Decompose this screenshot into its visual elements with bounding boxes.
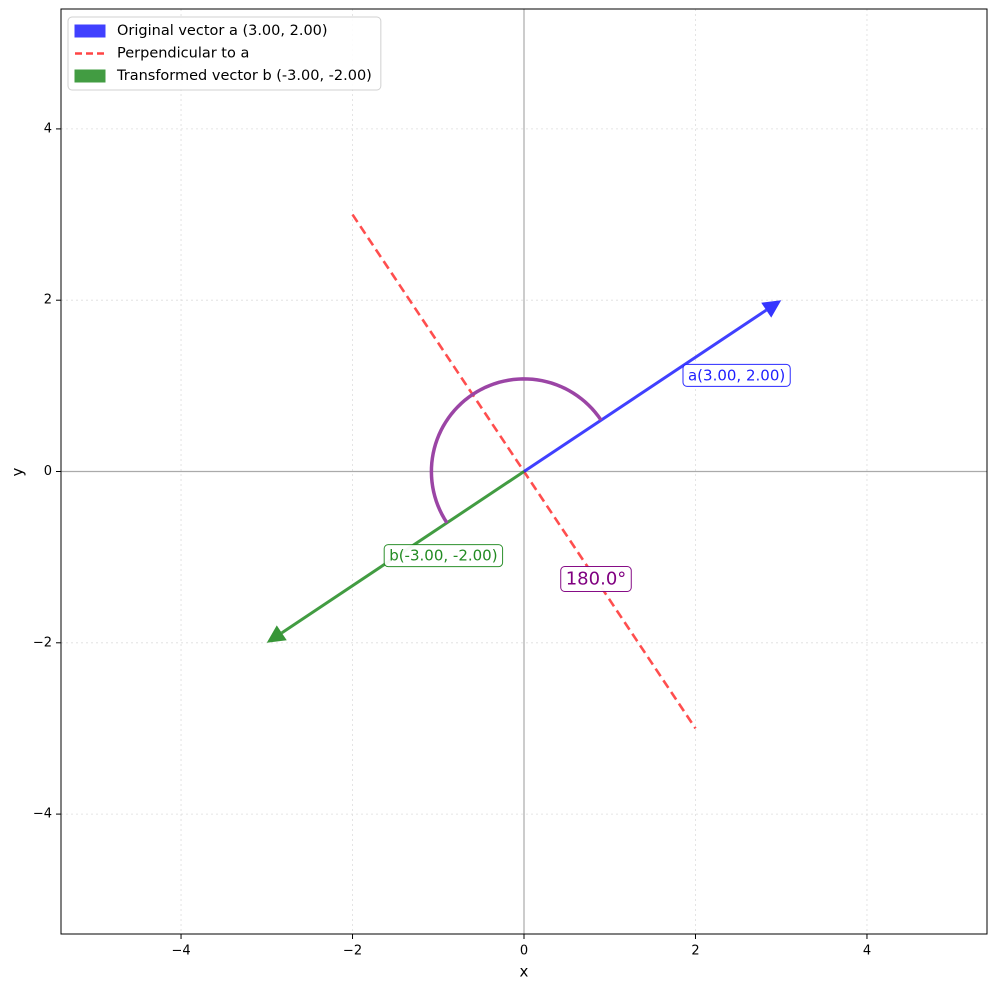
legend-label: Perpendicular to a: [117, 46, 249, 62]
legend-swatch: [74, 24, 106, 38]
angle-label: 180.0°: [560, 566, 632, 592]
legend-box: [67, 16, 382, 91]
y-tick-label: 0: [44, 464, 52, 479]
vector-label-text: b(-3.00, -2.00): [389, 547, 497, 565]
y-tick-label: 2: [44, 293, 52, 308]
plot-frame: [60, 8, 988, 935]
x-tick-label: −4: [171, 944, 190, 959]
angle-arc: [429, 377, 603, 524]
vector-label: b(-3.00, -2.00): [383, 544, 504, 568]
legend: Original vector a (3.00, 2.00) Perpendicu…: [67, 16, 382, 91]
label-box: [560, 566, 632, 592]
x-tick-label: 2: [691, 944, 699, 959]
vector-head: [266, 625, 287, 643]
vector-label-text: a(3.00, 2.00): [688, 366, 785, 384]
label-box: [682, 363, 791, 387]
x-tick-label: 0: [520, 944, 528, 959]
vector-head: [761, 300, 782, 318]
y-axis-label: y: [9, 467, 27, 476]
x-tick-label: 4: [863, 944, 871, 959]
y-tick-label: −2: [33, 635, 52, 650]
x-tick-label: −2: [343, 944, 362, 959]
y-tick-label: −4: [33, 807, 52, 822]
legend-swatch: [74, 69, 106, 83]
legend-label: Transformed vector b (-3.00, -2.00): [116, 68, 372, 84]
vector-label: a(3.00, 2.00): [682, 363, 791, 387]
x-axis-label: x: [520, 963, 529, 981]
angle-label-text: 180.0°: [566, 569, 627, 590]
label-box: [383, 544, 504, 568]
y-tick-label: 4: [44, 121, 52, 136]
vector-shaft: [523, 308, 768, 473]
legend-label: Original vector a (3.00, 2.00): [117, 23, 328, 39]
